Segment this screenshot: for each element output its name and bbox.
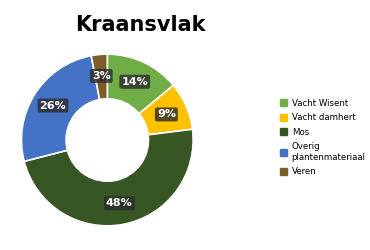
Text: 26%: 26%: [40, 100, 66, 110]
Text: 3%: 3%: [92, 71, 111, 81]
Wedge shape: [24, 129, 193, 226]
Text: Kraansvlak: Kraansvlak: [75, 15, 206, 35]
Text: 9%: 9%: [157, 110, 176, 120]
Text: 48%: 48%: [106, 198, 133, 208]
Wedge shape: [21, 56, 100, 161]
Wedge shape: [107, 54, 174, 114]
Legend: Vacht Wisent, Vacht damhert, Mos, Overig
plantenmateriaal, Veren: Vacht Wisent, Vacht damhert, Mos, Overig…: [280, 98, 366, 176]
Wedge shape: [139, 85, 192, 135]
Wedge shape: [91, 54, 107, 100]
Text: 14%: 14%: [121, 77, 148, 87]
